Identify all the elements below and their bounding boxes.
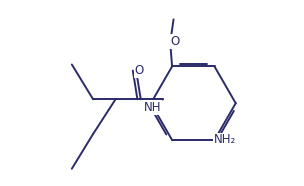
Text: O: O [135,64,144,77]
Text: NH₂: NH₂ [213,134,236,146]
Text: NH: NH [144,101,161,114]
Text: O: O [170,35,179,48]
